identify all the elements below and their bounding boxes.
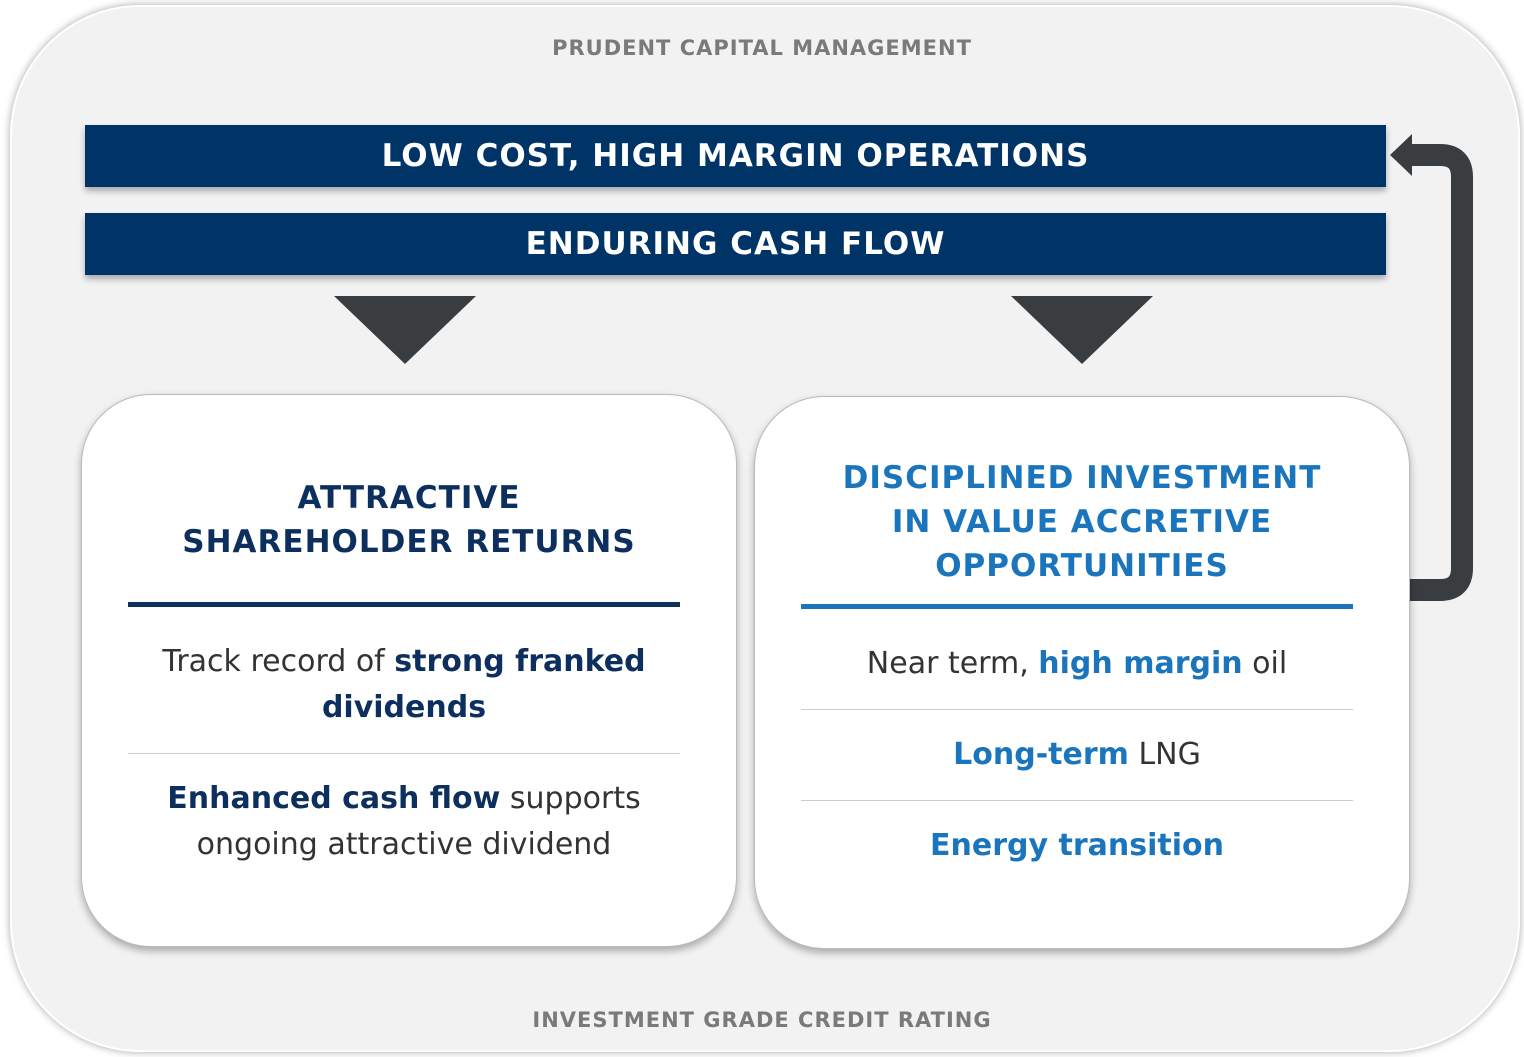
text: LNG xyxy=(1128,737,1201,772)
card: ATTRACTIVE SHAREHOLDER RETURNS Track reco… xyxy=(81,394,737,947)
item: Long-term LNG xyxy=(801,709,1353,800)
divider xyxy=(128,602,680,607)
text: Track record of xyxy=(162,644,395,679)
items: Track record of strong franked dividends… xyxy=(128,617,680,890)
bar: ENDURING CASH FLOW xyxy=(85,213,1386,275)
card-title-box: ATTRACTIVE SHAREHOLDER RETURNS xyxy=(82,435,736,605)
loop-arrow xyxy=(1405,144,1473,601)
card-title: ATTRACTIVE SHAREHOLDER RETURNS xyxy=(182,480,636,560)
card-title-box: DISCIPLINED INVESTMENT IN VALUE ACCRETIV… xyxy=(755,437,1409,607)
down-arrow xyxy=(334,296,476,364)
loop-arrow-head xyxy=(1390,134,1412,176)
bar: LOW COST, HIGH MARGIN OPERATIONS xyxy=(85,125,1386,187)
item: Near term, high margin oil xyxy=(801,619,1353,709)
item: Energy transition xyxy=(801,800,1353,891)
card-title: DISCIPLINED INVESTMENT IN VALUE ACCRETIV… xyxy=(842,460,1322,584)
text: supports ongoing attractive dividend xyxy=(196,781,641,862)
emphasis: Enhanced cash flow xyxy=(167,781,501,816)
item: Enhanced cash flow supports ongoing attr… xyxy=(128,753,680,890)
bottom-label: INVESTMENT GRADE CREDIT RATING xyxy=(532,1008,992,1032)
card: DISCIPLINED INVESTMENT IN VALUE ACCRETIV… xyxy=(754,396,1410,949)
emphasis: Energy transition xyxy=(930,828,1224,863)
emphasis: strong franked dividends xyxy=(321,644,646,725)
item: Track record of strong franked dividends xyxy=(128,617,680,753)
divider xyxy=(801,604,1353,609)
down-arrow xyxy=(1011,296,1153,364)
top-label: PRUDENT CAPITAL MANAGEMENT xyxy=(552,36,972,60)
emphasis: high margin xyxy=(1038,646,1243,681)
text: Near term, xyxy=(866,646,1039,681)
items: Near term, high margin oil Long-term LNG E… xyxy=(801,619,1353,891)
emphasis: Long-term xyxy=(953,737,1129,772)
text: oil xyxy=(1242,646,1288,681)
